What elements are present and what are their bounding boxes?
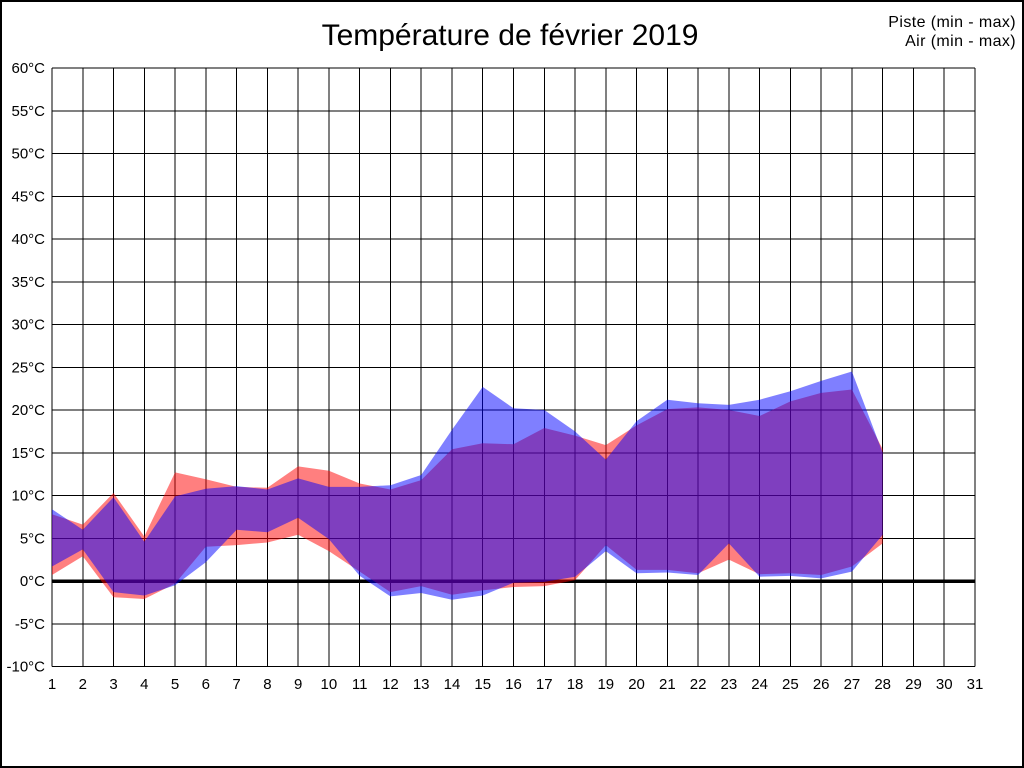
- y-tick-label: 35°C: [11, 274, 45, 291]
- y-tick-label: 5°C: [20, 530, 45, 547]
- y-tick-label: 25°C: [11, 359, 45, 376]
- y-tick-label: 55°C: [11, 103, 45, 120]
- x-tick-label: 30: [936, 676, 953, 693]
- y-tick-label: 45°C: [11, 188, 45, 205]
- y-tick-label: 40°C: [11, 231, 45, 248]
- x-tick-label: 20: [628, 676, 645, 693]
- x-tick-label: 4: [140, 676, 148, 693]
- x-tick-label: 17: [536, 676, 553, 693]
- x-tick-label: 11: [352, 676, 368, 693]
- x-tick-label: 9: [294, 676, 302, 693]
- y-tick-label: 60°C: [11, 60, 45, 77]
- x-tick-label: 14: [444, 676, 461, 693]
- tick-label-layer: 1 2 3 4 5 6 7 8 9 10 11 12 13 14 15 16 17 18 19 20 21 22 23 24 2…: [6, 60, 983, 693]
- x-tick-label: 3: [109, 676, 117, 693]
- y-tick-label: 30°C: [11, 317, 45, 334]
- band-layer: [52, 371, 883, 600]
- x-tick-label: 29: [905, 676, 922, 693]
- x-tick-label: 15: [474, 676, 491, 693]
- x-tick-label: 27: [844, 676, 861, 693]
- x-tick-label: 24: [751, 676, 768, 693]
- x-tick-label: 21: [659, 676, 676, 693]
- x-tick-label: 25: [782, 676, 799, 693]
- x-tick-label: 12: [382, 676, 399, 693]
- air-band: [52, 371, 883, 600]
- x-tick-label: 2: [79, 676, 87, 693]
- x-tick-label: 10: [321, 676, 338, 693]
- y-tick-label: -10°C: [6, 659, 45, 676]
- legend-air-label: Air (min - max): [905, 33, 1016, 50]
- x-tick-label: 1: [48, 676, 56, 693]
- x-tick-label: 19: [597, 676, 614, 693]
- chart-title: Température de février 2019: [322, 19, 699, 52]
- y-tick-label: 10°C: [11, 488, 45, 505]
- x-tick-label: 16: [505, 676, 522, 693]
- y-tick-label: -5°C: [15, 616, 45, 633]
- x-tick-label: 23: [721, 676, 738, 693]
- x-tick-label: 18: [567, 676, 584, 693]
- x-tick-label: 31: [967, 676, 984, 693]
- x-tick-label: 22: [690, 676, 707, 693]
- y-tick-label: 0°C: [20, 573, 45, 590]
- y-tick-label: 50°C: [11, 146, 45, 163]
- x-tick-label: 13: [413, 676, 430, 693]
- x-tick-label: 26: [813, 676, 830, 693]
- legend-piste-label: Piste (min - max): [888, 14, 1016, 31]
- x-tick-label: 5: [171, 676, 179, 693]
- x-tick-label: 6: [202, 676, 210, 693]
- y-tick-label: 20°C: [11, 402, 45, 419]
- y-tick-label: 15°C: [11, 445, 45, 462]
- x-tick-label: 8: [263, 676, 271, 693]
- x-tick-label: 28: [874, 676, 891, 693]
- x-tick-label: 7: [232, 676, 240, 693]
